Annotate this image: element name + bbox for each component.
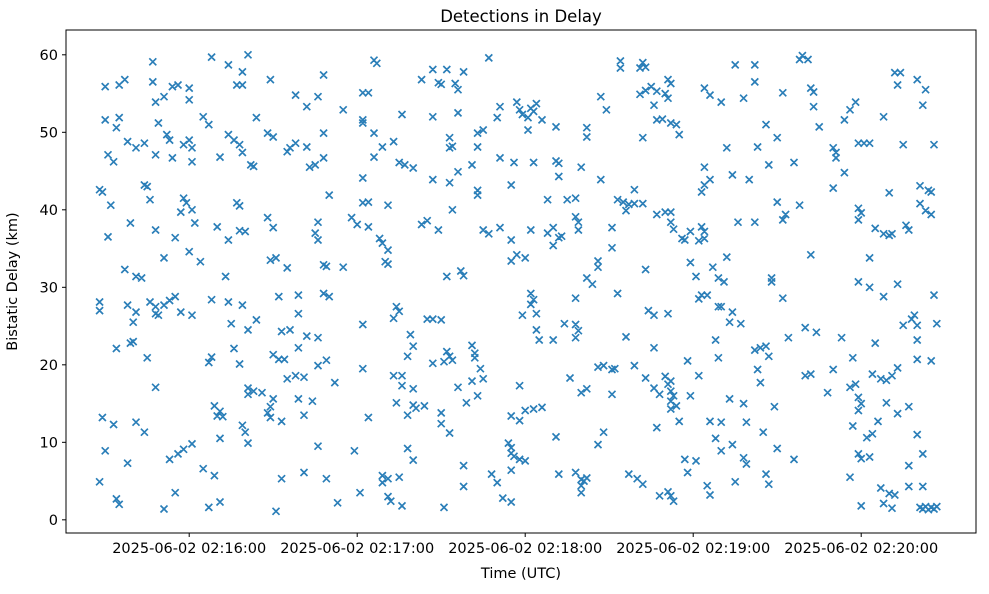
chart-title: Detections in Delay — [440, 7, 602, 26]
x-axis-label: Time (UTC) — [480, 566, 561, 582]
x-tick-label: 2025-06-02 02:16:00 — [112, 541, 266, 557]
x-tick-label: 2025-06-02 02:18:00 — [448, 541, 602, 557]
y-tick-label: 40 — [40, 203, 58, 219]
y-axis-label: Bistatic Delay (km) — [5, 212, 21, 350]
x-tick-label: 2025-06-02 02:19:00 — [616, 541, 770, 557]
y-tick-label: 20 — [40, 358, 58, 374]
y-tick-label: 30 — [40, 280, 58, 296]
y-tick-label: 50 — [40, 125, 58, 141]
x-tick-label: 2025-06-02 02:17:00 — [280, 541, 434, 557]
data-points-layer — [95, 50, 941, 516]
x-axis-ticks: 2025-06-02 02:16:00 2025-06-02 02:17:00 20… — [112, 533, 938, 557]
plot-border — [65, 29, 977, 534]
y-axis-ticks: 0 10 20 30 40 50 60 — [40, 48, 66, 529]
y-tick-label: 60 — [40, 48, 58, 64]
y-tick-label: 0 — [49, 513, 58, 529]
x-tick-label: 2025-06-02 02:20:00 — [784, 541, 938, 557]
y-tick-label: 10 — [40, 435, 58, 451]
scatter-point-markers — [95, 50, 941, 516]
